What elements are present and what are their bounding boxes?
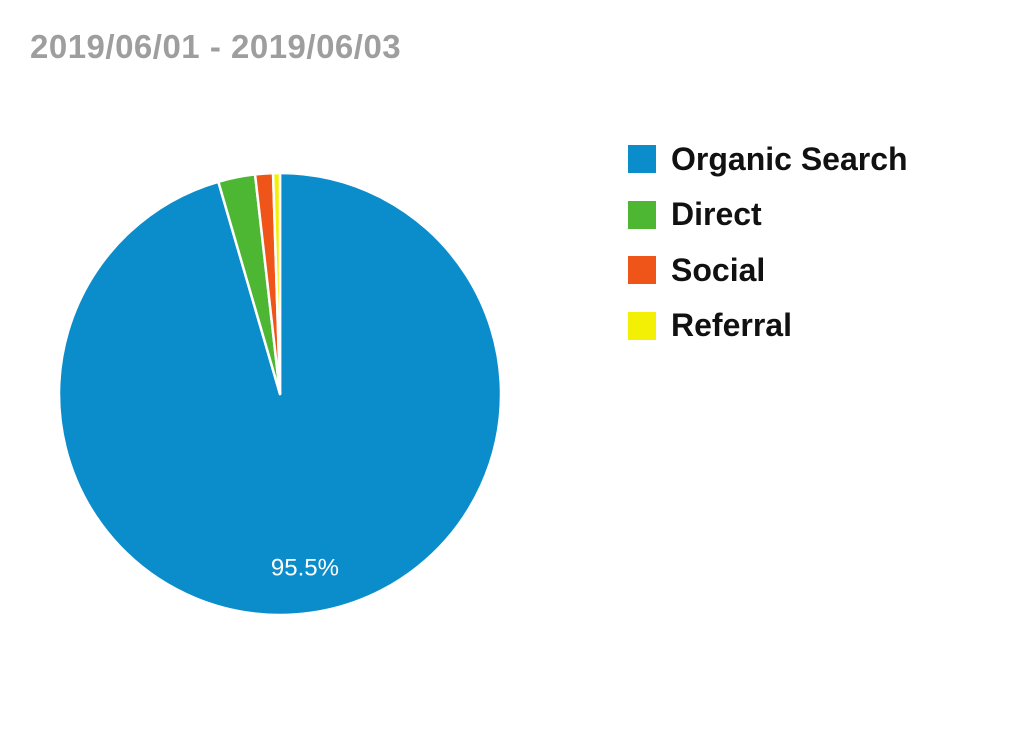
legend-swatch xyxy=(628,311,656,340)
legend-item-organic-search[interactable]: Organic Search xyxy=(628,140,908,178)
pie-slice-referral[interactable] xyxy=(271,171,282,396)
legend-swatch xyxy=(628,256,656,284)
legend-swatch xyxy=(628,145,656,173)
data-label-organic-search: 95.5% xyxy=(271,554,339,581)
date-range-label: 2019/06/01 - 2019/06/03 xyxy=(30,28,402,65)
legend-swatch xyxy=(628,200,656,229)
legend-label: Referral xyxy=(671,307,792,343)
legend-item-referral[interactable]: Referral xyxy=(628,307,908,345)
legend-label: Social xyxy=(671,251,766,288)
legend-label: Direct xyxy=(671,196,762,232)
legend-item-direct[interactable]: Direct xyxy=(628,196,908,234)
pie-slice-organic-search[interactable] xyxy=(57,171,503,617)
legend-label: Organic Search xyxy=(671,140,908,177)
chart-legend: Organic Search Direct Social Referral xyxy=(628,140,908,362)
legend-item-social[interactable]: Social xyxy=(628,251,908,289)
